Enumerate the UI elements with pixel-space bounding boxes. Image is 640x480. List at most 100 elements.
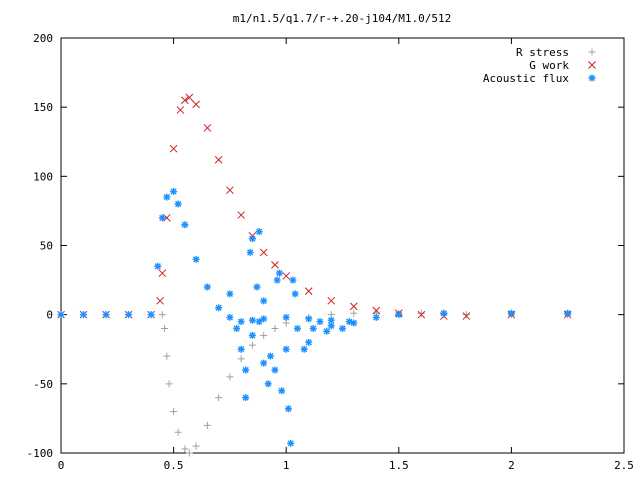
data-point [293,325,301,332]
data-point [237,345,245,353]
data-point [273,276,281,284]
data-point [260,359,268,367]
x-tick-label: 0.5 [164,459,184,472]
data-point [248,235,256,243]
data-point [260,315,268,323]
x-tick-label: 2.5 [614,459,634,472]
data-point [271,366,279,374]
data-point [282,313,290,321]
data-point [417,310,426,319]
data-point [158,214,166,222]
data-point [327,316,335,324]
data-point [181,445,189,453]
data-point [176,106,185,114]
data-point [158,269,167,278]
data-point [289,276,297,284]
data-point [345,318,353,326]
axis-ticks: 0 0.5 1 1.5 2 2.5 200 150 100 50 0 -50 -100 [27,32,634,472]
data-point [287,439,295,447]
data-point [255,228,263,236]
x-tick-label: 1.5 [389,459,409,472]
data-point [300,345,308,353]
data-point [316,318,324,326]
data-point [237,318,245,326]
data-point [181,221,189,229]
y-tick-label: 200 [33,32,53,45]
data-point [327,296,336,305]
data-point [163,352,171,360]
data-point [80,311,88,319]
y-tick-label: -100 [27,447,54,460]
data-point [170,188,178,196]
y-tick-label: 50 [40,240,53,253]
series-0 [57,309,572,457]
data-point [253,283,261,291]
data-point [214,155,223,164]
data-point [275,269,283,277]
data-point [255,318,263,326]
data-point [462,311,470,319]
data-point [226,373,234,381]
series-1 [57,93,572,320]
y-tick-label: -50 [33,378,53,391]
data-point [185,93,194,102]
data-point [248,316,256,324]
data-point [246,248,254,256]
y-tick-label: 100 [33,170,53,183]
data-point [462,312,471,320]
data-point [349,302,358,311]
data-point [192,100,200,109]
data-point [282,345,290,353]
y-tick-label: 0 [46,309,53,322]
data-point [203,124,212,132]
data-point [203,421,211,429]
data-point [185,449,193,457]
data-point [226,290,234,298]
data-point [161,325,169,332]
data-point [174,200,182,208]
legend-marker [588,48,596,56]
legend-label: Acoustic flux [483,72,569,85]
data-point [248,331,256,339]
data-point [215,394,223,402]
data-point [174,428,182,436]
data-point [226,313,234,321]
data-point [282,272,291,280]
y-tick-label: 150 [33,101,53,114]
data-point [271,325,279,332]
data-point [309,325,317,332]
data-point [259,248,268,257]
data-point [327,322,335,330]
legend-marker [588,74,596,82]
data-point [170,408,178,415]
x-tick-label: 2 [508,459,515,472]
data-point [169,144,178,153]
data-point [284,405,292,413]
data-point [278,387,286,395]
data-point [304,287,313,296]
data-point [226,186,234,195]
data-point [165,380,173,388]
x-tick-label: 1 [283,459,290,472]
x-tick-label: 0 [58,459,65,472]
data-point [305,315,313,323]
data-point [350,319,358,327]
data-point [350,309,358,317]
legend-label: R stress [516,46,569,59]
data-point [192,442,200,450]
data-point [291,290,299,298]
data-point [266,352,274,360]
data-point [163,193,171,201]
data-point [192,255,200,263]
data-point [271,261,279,269]
legend-label: G work [529,59,569,72]
data-point [339,325,346,332]
data-point [323,327,331,335]
data-point [260,297,268,305]
data-point [57,311,65,319]
data-point [242,394,250,402]
data-point [147,311,155,319]
series-2 [57,188,572,447]
